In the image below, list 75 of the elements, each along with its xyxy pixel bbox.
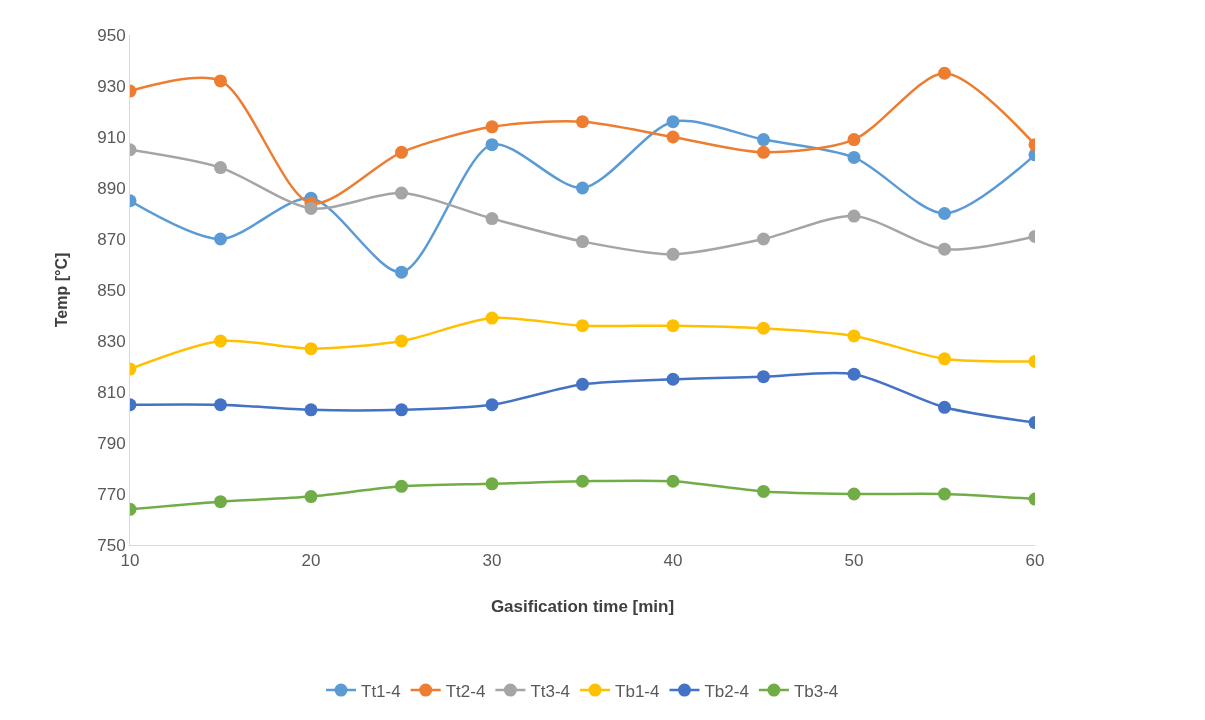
x-tick-label: 60 <box>1025 551 1045 571</box>
point <box>666 474 680 488</box>
point <box>938 242 951 256</box>
legend-label: Tb1-4 <box>615 681 660 701</box>
point <box>938 352 951 366</box>
point <box>576 474 589 488</box>
x-tick-label: 40 <box>663 551 683 571</box>
y-tick-label: 910 <box>97 127 126 147</box>
x-tick-label: 30 <box>482 551 502 571</box>
legend-label: Tt2-4 <box>445 681 486 701</box>
y-tick-label: 810 <box>97 382 126 402</box>
point <box>757 370 770 384</box>
point <box>757 232 770 246</box>
point <box>485 398 499 412</box>
point <box>938 66 951 80</box>
point <box>395 186 408 200</box>
point <box>666 319 680 333</box>
point <box>395 334 408 348</box>
point <box>395 403 408 417</box>
point <box>304 490 318 504</box>
y-tick-label: 870 <box>97 229 126 249</box>
y-tick-label: 790 <box>97 433 126 453</box>
point <box>938 207 951 220</box>
point <box>757 133 770 147</box>
point <box>395 479 408 493</box>
y-tick-label: 950 <box>97 25 126 45</box>
point <box>847 367 861 381</box>
point <box>214 232 227 246</box>
point <box>485 311 499 325</box>
point <box>214 334 227 348</box>
y-tick-label: 850 <box>97 280 126 300</box>
point <box>847 487 861 501</box>
point <box>576 377 589 391</box>
legend-label: Tt3-4 <box>530 681 571 701</box>
point <box>847 133 861 147</box>
point <box>304 403 318 417</box>
point <box>666 130 680 144</box>
point <box>304 342 318 356</box>
y-axis-title: Temp [°C] <box>53 252 71 328</box>
point <box>214 161 227 175</box>
point <box>847 209 861 223</box>
point <box>666 372 680 386</box>
point <box>214 398 227 412</box>
y-tick-label: 830 <box>97 331 126 351</box>
y-tick-label: 770 <box>97 484 126 504</box>
x-axis-title: Gasification time [min] <box>490 596 675 616</box>
point <box>576 235 589 249</box>
point <box>395 145 408 159</box>
point <box>666 115 680 129</box>
point <box>938 400 951 414</box>
legend-label: Tb3-4 <box>793 681 839 701</box>
point <box>847 329 861 343</box>
legend-label: Tb2-4 <box>704 681 749 701</box>
point <box>938 487 951 501</box>
point <box>395 265 408 279</box>
point <box>757 145 770 159</box>
point <box>485 138 499 152</box>
point <box>214 74 227 88</box>
point <box>666 247 680 261</box>
y-tick-label: 890 <box>97 178 126 198</box>
point <box>214 495 227 509</box>
point <box>757 484 770 498</box>
x-tick-label: 50 <box>844 551 864 571</box>
point <box>485 477 499 491</box>
point <box>485 120 499 134</box>
point <box>757 321 770 335</box>
point <box>576 181 589 195</box>
x-tick-label: 20 <box>301 551 321 571</box>
point <box>304 201 318 215</box>
point <box>485 212 499 226</box>
point <box>576 115 589 129</box>
y-tick-label: 930 <box>97 76 126 96</box>
legend-label: Tt1-4 <box>361 681 401 701</box>
point <box>576 319 589 333</box>
point <box>847 150 861 164</box>
